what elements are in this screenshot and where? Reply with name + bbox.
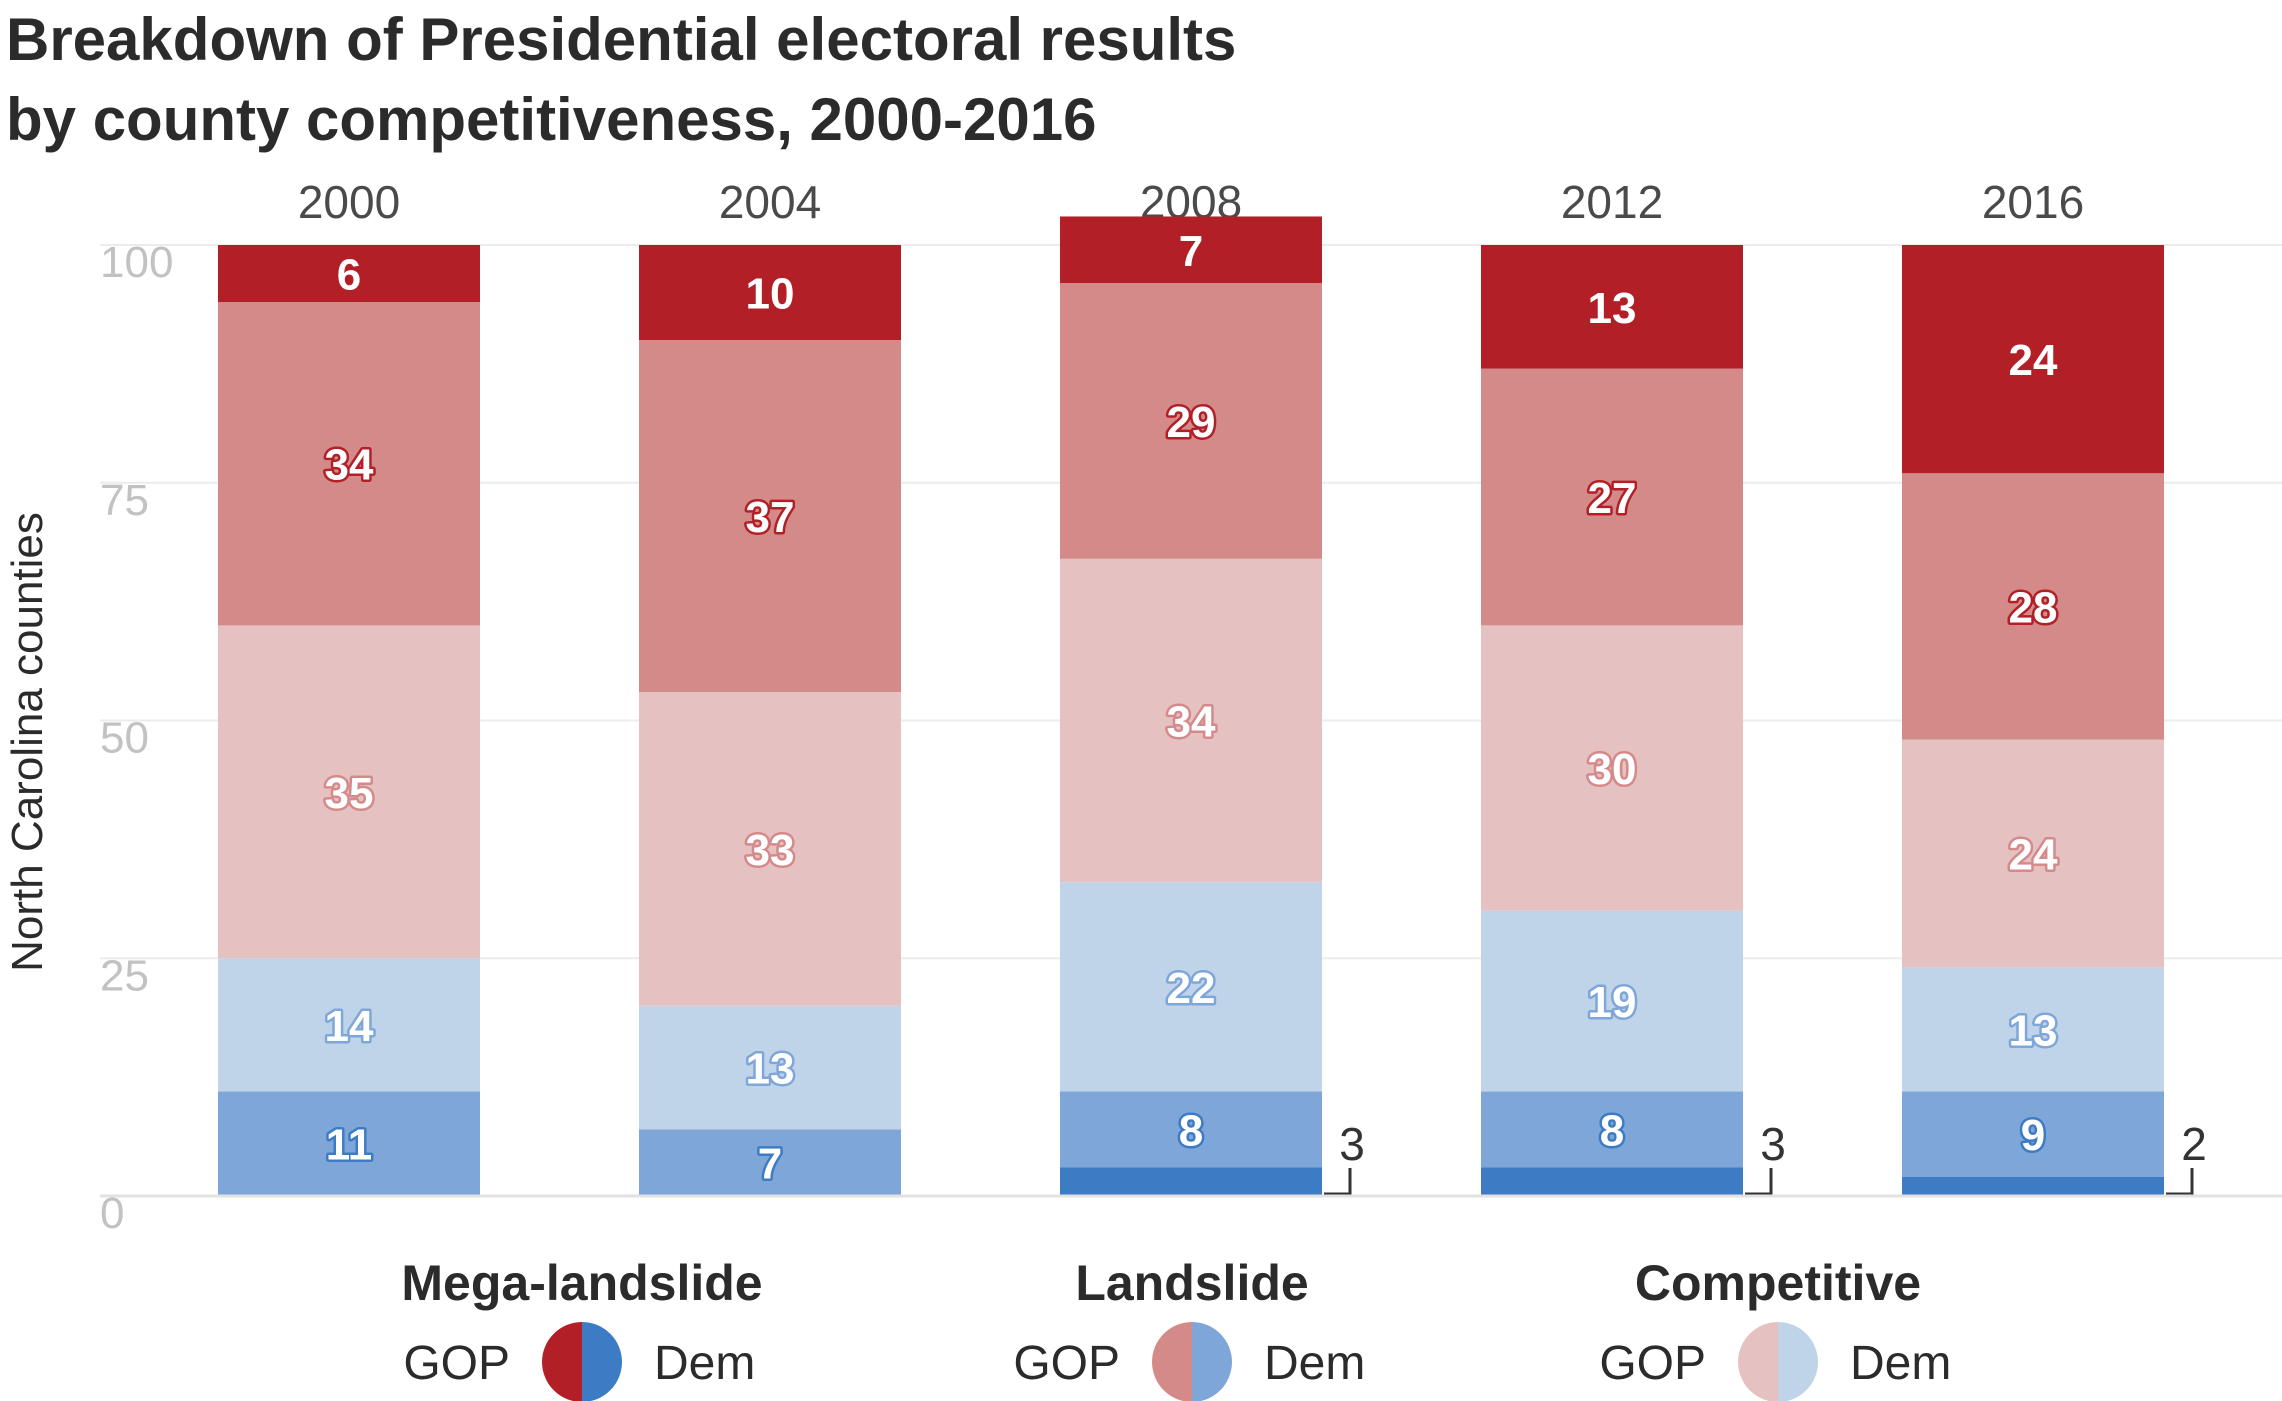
bar-dem_landslide-2008 xyxy=(1060,1091,1322,1168)
label-gop_landslide-2004: 37 xyxy=(746,493,795,542)
label-gop_competitive-2008: 34 xyxy=(1167,698,1216,747)
legend-item-0: Mega-landslide GOP Dem xyxy=(401,1255,763,1401)
bar-gop_competitive-2008 xyxy=(1060,558,1322,883)
label-dem_landslide-2008: 8 xyxy=(1179,1106,1203,1155)
label-gop_competitive-2016: 24 xyxy=(2009,831,2058,880)
bar-dem_landslide-2012 xyxy=(1481,1091,1743,1168)
leader-dem_mega-2016 xyxy=(2166,1168,2194,1196)
bar-dem_mega-2012 xyxy=(1481,1167,1743,1196)
bar-dem_landslide-2016 xyxy=(1902,1091,2164,1177)
bar-gop_landslide-2008 xyxy=(1060,283,1322,559)
legend-dem-label: Dem xyxy=(654,1337,755,1390)
label-gop_mega-2000: 6 xyxy=(337,251,361,300)
bar-dem_mega-2008 xyxy=(1060,1167,1322,1196)
bar-dem_landslide-2004 xyxy=(639,1129,901,1196)
leader-dem_mega-2008 xyxy=(1324,1168,1352,1196)
segment-labels: 1114353467133337103822342973819302713291… xyxy=(322,224,2207,1196)
leader-dem_mega-2012 xyxy=(1745,1168,1773,1196)
year-label-2016: 2016 xyxy=(1982,176,2084,228)
bar-dem_competitive-2004 xyxy=(639,1005,901,1130)
legend-swatch-dem xyxy=(1192,1322,1232,1401)
bar-gop_mega-2012 xyxy=(1481,245,1743,369)
year-label-2012: 2012 xyxy=(1561,176,1663,228)
label-gop_competitive-2012: 30 xyxy=(1588,745,1637,794)
bar-dem_mega-2016 xyxy=(1902,1176,2164,1196)
y-tick-75: 75 xyxy=(100,476,149,525)
bar-gop_landslide-2004 xyxy=(639,340,901,692)
label-gop_landslide-2000: 34 xyxy=(325,441,374,490)
label-dem_competitive-2016: 13 xyxy=(2009,1007,2058,1056)
bar-gop_competitive-2000 xyxy=(218,625,480,959)
chart-title-line-1: Breakdown of Presidential electoral resu… xyxy=(6,6,1237,73)
label-gop_competitive-2004: 33 xyxy=(746,826,795,875)
bar-gop_competitive-2004 xyxy=(639,691,901,1006)
label-gop_competitive-2000: 35 xyxy=(325,769,374,818)
label-gop_mega-2016: 24 xyxy=(2009,336,2058,385)
label-gop_mega-2012: 13 xyxy=(1588,284,1637,333)
legend-swatch-gop xyxy=(1738,1322,1778,1401)
legend-swatch-dem xyxy=(582,1322,622,1401)
legend-swatch-gop xyxy=(1152,1322,1192,1401)
bar-gop_mega-2004 xyxy=(639,245,901,341)
legend-item-1: Landslide GOP Dem xyxy=(1013,1255,1365,1401)
chart-title: Breakdown of Presidential electoral resu… xyxy=(6,0,1606,160)
bar-gop_landslide-2016 xyxy=(1902,473,2164,740)
year-label-2000: 2000 xyxy=(298,176,400,228)
year-label-2004: 2004 xyxy=(719,176,821,228)
bar-dem_competitive-2012 xyxy=(1481,910,1743,1092)
label-dem_landslide-2016: 9 xyxy=(2021,1111,2045,1160)
label-gop_landslide-2012: 27 xyxy=(1588,474,1637,523)
y-tick-100: 100 xyxy=(100,238,173,287)
legend-title: Competitive xyxy=(1635,1255,1921,1311)
label-gop_mega-2004: 10 xyxy=(746,270,795,319)
label-dem_mega-2008: 3 xyxy=(1339,1118,1365,1170)
label-dem_competitive-2008: 22 xyxy=(1167,964,1216,1013)
bar-gop_competitive-2012 xyxy=(1481,625,1743,911)
legend-swatch-dem xyxy=(1778,1322,1818,1401)
bar-dem_competitive-2000 xyxy=(218,958,480,1092)
y-axis-label: North Carolina counties xyxy=(3,512,52,972)
legend-gop-label: GOP xyxy=(1013,1337,1120,1390)
legend-dem-label: Dem xyxy=(1850,1337,1951,1390)
bar-gop_landslide-2000 xyxy=(218,302,480,626)
legend-title: Landslide xyxy=(1075,1255,1308,1311)
label-dem_landslide-2012: 8 xyxy=(1600,1106,1624,1155)
bar-gop_landslide-2012 xyxy=(1481,368,1743,626)
label-dem_landslide-2000: 11 xyxy=(326,1121,373,1170)
legend-gop-label: GOP xyxy=(1599,1337,1706,1390)
label-gop_landslide-2008: 29 xyxy=(1167,398,1216,447)
label-dem_competitive-2000: 14 xyxy=(325,1002,374,1051)
chart-title-line-2: by county competitiveness, 2000-2016 xyxy=(6,86,1097,153)
y-tick-25: 25 xyxy=(100,951,149,1000)
legend-title: Mega-landslide xyxy=(401,1255,762,1311)
bar-gop_mega-2008 xyxy=(1060,216,1322,284)
bar-dem_competitive-2016 xyxy=(1902,967,2164,1092)
legend-swatch-gop xyxy=(542,1322,582,1401)
legend-gop-label: GOP xyxy=(403,1337,510,1390)
legend-item-2: Competitive GOP Dem xyxy=(1599,1255,1951,1401)
label-dem_competitive-2004: 13 xyxy=(746,1045,795,1094)
legend-dem-label: Dem xyxy=(1264,1337,1365,1390)
bar-gop_mega-2016 xyxy=(1902,245,2164,474)
label-gop_mega-2008: 7 xyxy=(1179,227,1203,276)
label-gop_landslide-2016: 28 xyxy=(2009,583,2058,632)
bar-gop_mega-2000 xyxy=(218,245,480,303)
label-dem_mega-2016: 2 xyxy=(2181,1118,2207,1170)
label-dem_competitive-2012: 19 xyxy=(1588,978,1637,1027)
label-dem_mega-2012: 3 xyxy=(1760,1118,1786,1170)
label-dem_landslide-2004: 7 xyxy=(758,1140,782,1189)
bar-dem_competitive-2008 xyxy=(1060,882,1322,1092)
y-tick-50: 50 xyxy=(100,714,149,763)
bars xyxy=(218,216,2164,1196)
bar-dem_landslide-2000 xyxy=(218,1091,480,1196)
bar-gop_competitive-2016 xyxy=(1902,739,2164,968)
